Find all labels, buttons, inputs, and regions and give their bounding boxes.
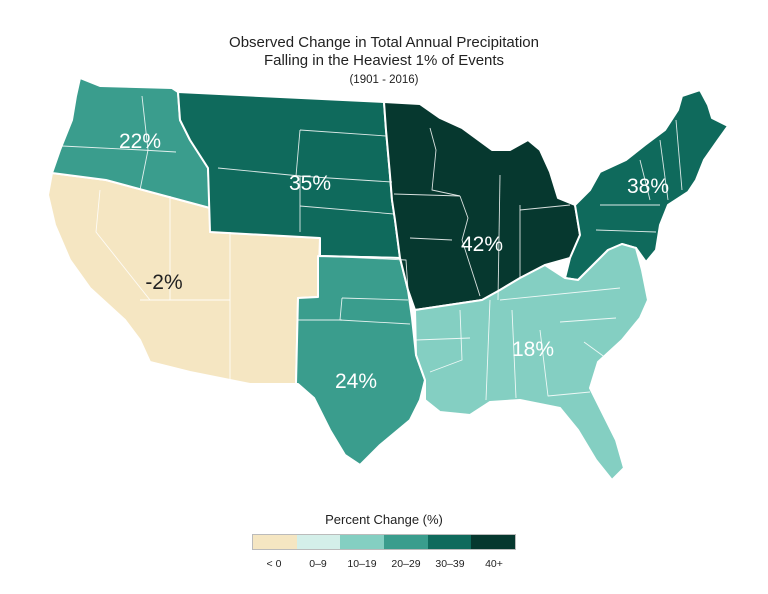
label-northwest: 22%: [119, 130, 161, 153]
map-title: Observed Change in Total Annual Precipit…: [0, 34, 768, 89]
legend-swatch-30-39: [427, 535, 472, 549]
legend-labels: < 0 0–9 10–19 20–29 30–39 40+: [252, 558, 516, 570]
label-southeast: 18%: [512, 338, 554, 361]
legend-color-bar: [252, 534, 516, 550]
legend-label-lt0: < 0: [266, 558, 282, 570]
legend-title: Percent Change (%): [325, 512, 443, 527]
legend-swatch-0-9: [296, 535, 341, 549]
us-precipitation-map: 22% -2% 35% 24% 42% 38% 18%: [47, 77, 729, 481]
region-southeast: [414, 243, 649, 481]
legend-swatch-lt0: [253, 535, 297, 549]
label-midwest: 42%: [461, 233, 503, 256]
legend-label-40plus: 40+: [485, 558, 503, 570]
legend-label-20-29: 20–29: [391, 558, 421, 570]
legend-swatch-40plus: [471, 535, 516, 549]
legend-swatch-10-19: [340, 535, 385, 549]
title-line-1: Observed Change in Total Annual Precipit…: [229, 34, 539, 51]
legend-label-10-19: 10–19: [347, 558, 377, 570]
legend-label-30-39: 30–39: [435, 558, 465, 570]
label-northeast: 38%: [627, 175, 669, 198]
legend-label-0-9: 0–9: [309, 558, 327, 570]
label-great-plains-south: 24%: [335, 370, 377, 393]
title-period: (1901 - 2016): [349, 74, 419, 86]
region-great-plains-south: [249, 255, 426, 466]
label-southwest: -2%: [145, 271, 182, 294]
label-great-plains-north: 35%: [289, 172, 331, 195]
legend-swatch-20-29: [384, 535, 428, 549]
title-line-2: Falling in the Heaviest 1% of Events: [263, 52, 505, 69]
state-borders: [61, 95, 683, 401]
